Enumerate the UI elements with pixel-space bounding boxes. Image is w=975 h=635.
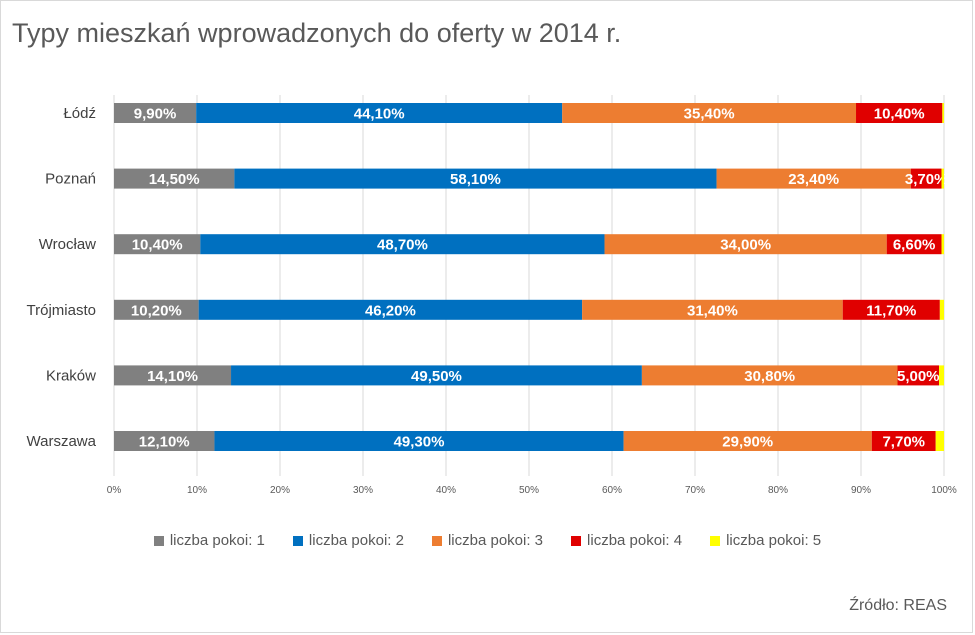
data-label: 12,10% xyxy=(139,434,190,451)
x-tick-label: 20% xyxy=(270,485,290,496)
category-label: Trójmiasto xyxy=(27,302,96,319)
x-tick-label: 50% xyxy=(519,485,539,496)
category-label: Poznań xyxy=(45,171,96,188)
legend-swatch xyxy=(571,535,582,546)
legend-label: liczba pokoi: 5 xyxy=(726,532,822,549)
category-label: Warszawa xyxy=(27,433,97,450)
bar-segment xyxy=(114,299,199,320)
bar-segment xyxy=(114,168,235,189)
x-tick-label: 30% xyxy=(353,485,373,496)
legend-item: liczba pokoi: 3 xyxy=(431,532,544,549)
legend-item: liczba pokoi: 2 xyxy=(292,532,404,549)
bar-segment xyxy=(198,299,583,320)
x-tick-label: 60% xyxy=(602,485,622,496)
data-label: 23,40% xyxy=(788,171,839,188)
legend-item: liczba pokoi: 5 xyxy=(710,532,821,549)
data-label: 49,30% xyxy=(394,434,445,451)
legend-label: liczba pokoi: 2 xyxy=(308,532,404,549)
data-label: 44,10% xyxy=(354,106,405,123)
data-label: 30,80% xyxy=(744,368,795,385)
data-label: 5,00% xyxy=(897,368,940,385)
bar-segment xyxy=(910,168,942,189)
bar-segment xyxy=(214,431,624,451)
bar-segment xyxy=(935,431,944,451)
bar-segment xyxy=(856,103,943,123)
data-label: 14,50% xyxy=(149,171,200,188)
category-label: Wrocław xyxy=(39,236,96,253)
legend-label: liczba pokoi: 1 xyxy=(169,532,265,549)
bar-segment xyxy=(114,234,201,255)
bar-segment xyxy=(604,234,887,255)
legend-swatch xyxy=(710,535,721,546)
bar-segment xyxy=(114,103,197,123)
data-label: 46,20% xyxy=(365,302,416,319)
source-note: Źródło: REAS xyxy=(849,597,947,614)
legend-swatch xyxy=(431,535,442,546)
x-tick-label: 0% xyxy=(107,485,122,496)
bar-segment xyxy=(871,431,936,451)
legend-label: liczba pokoi: 3 xyxy=(447,532,544,549)
bar-segment xyxy=(200,234,605,255)
bar-segment xyxy=(582,299,843,320)
chart-legend: liczba pokoi: 1 liczba pokoi: 2 liczba pok… xyxy=(0,532,975,549)
bar-segment xyxy=(196,103,563,123)
bar-segment xyxy=(114,431,215,451)
data-label: 49,50% xyxy=(411,368,462,385)
legend-swatch xyxy=(153,535,164,546)
bar-segment xyxy=(939,365,944,386)
data-label: 6,60% xyxy=(893,237,936,254)
bar-segment xyxy=(114,365,232,386)
bar-segment xyxy=(897,365,940,386)
bar-segment xyxy=(623,431,872,451)
bar-segment xyxy=(842,299,940,320)
bar-segment xyxy=(939,299,944,320)
data-label: 31,40% xyxy=(687,302,738,319)
category-label: Łódź xyxy=(63,105,96,122)
x-tick-label: 100% xyxy=(931,485,957,496)
bar-segment xyxy=(234,168,717,189)
bar-segment xyxy=(716,168,911,189)
chart-title: Typy mieszkań wprowadzonych do oferty w … xyxy=(12,18,622,48)
data-label: 34,00% xyxy=(720,237,771,254)
legend-swatch xyxy=(292,535,303,546)
category-label: Kraków xyxy=(46,367,96,384)
bar-segment xyxy=(941,168,944,189)
bar-segment xyxy=(941,234,944,255)
bar-segment xyxy=(231,365,642,386)
legend-item: liczba pokoi: 4 xyxy=(571,532,682,549)
x-tick-label: 90% xyxy=(851,485,871,496)
data-label: 9,90% xyxy=(134,106,177,123)
bar-segment xyxy=(562,103,857,123)
data-label: 29,90% xyxy=(722,434,773,451)
data-label: 10,20% xyxy=(131,302,182,319)
data-label: 35,40% xyxy=(684,106,735,123)
legend-label: liczba pokoi: 4 xyxy=(587,532,683,549)
data-label: 58,10% xyxy=(450,171,501,188)
x-tick-label: 70% xyxy=(685,485,705,496)
data-label: 11,70% xyxy=(866,302,916,319)
x-tick-label: 80% xyxy=(768,485,788,496)
x-tick-label: 40% xyxy=(436,485,456,496)
x-tick-label: 10% xyxy=(187,485,207,496)
bar-segment xyxy=(886,234,942,255)
data-label: 48,70% xyxy=(377,237,428,254)
data-label: 10,40% xyxy=(874,106,925,123)
legend-item: liczba pokoi: 1 xyxy=(153,532,265,549)
data-label: 3,70% xyxy=(905,171,948,188)
bar-segment xyxy=(641,365,898,386)
data-label: 14,10% xyxy=(147,368,198,385)
data-label: 7,70% xyxy=(882,434,925,451)
bar-segment xyxy=(942,103,944,123)
data-label: 10,40% xyxy=(132,237,183,254)
